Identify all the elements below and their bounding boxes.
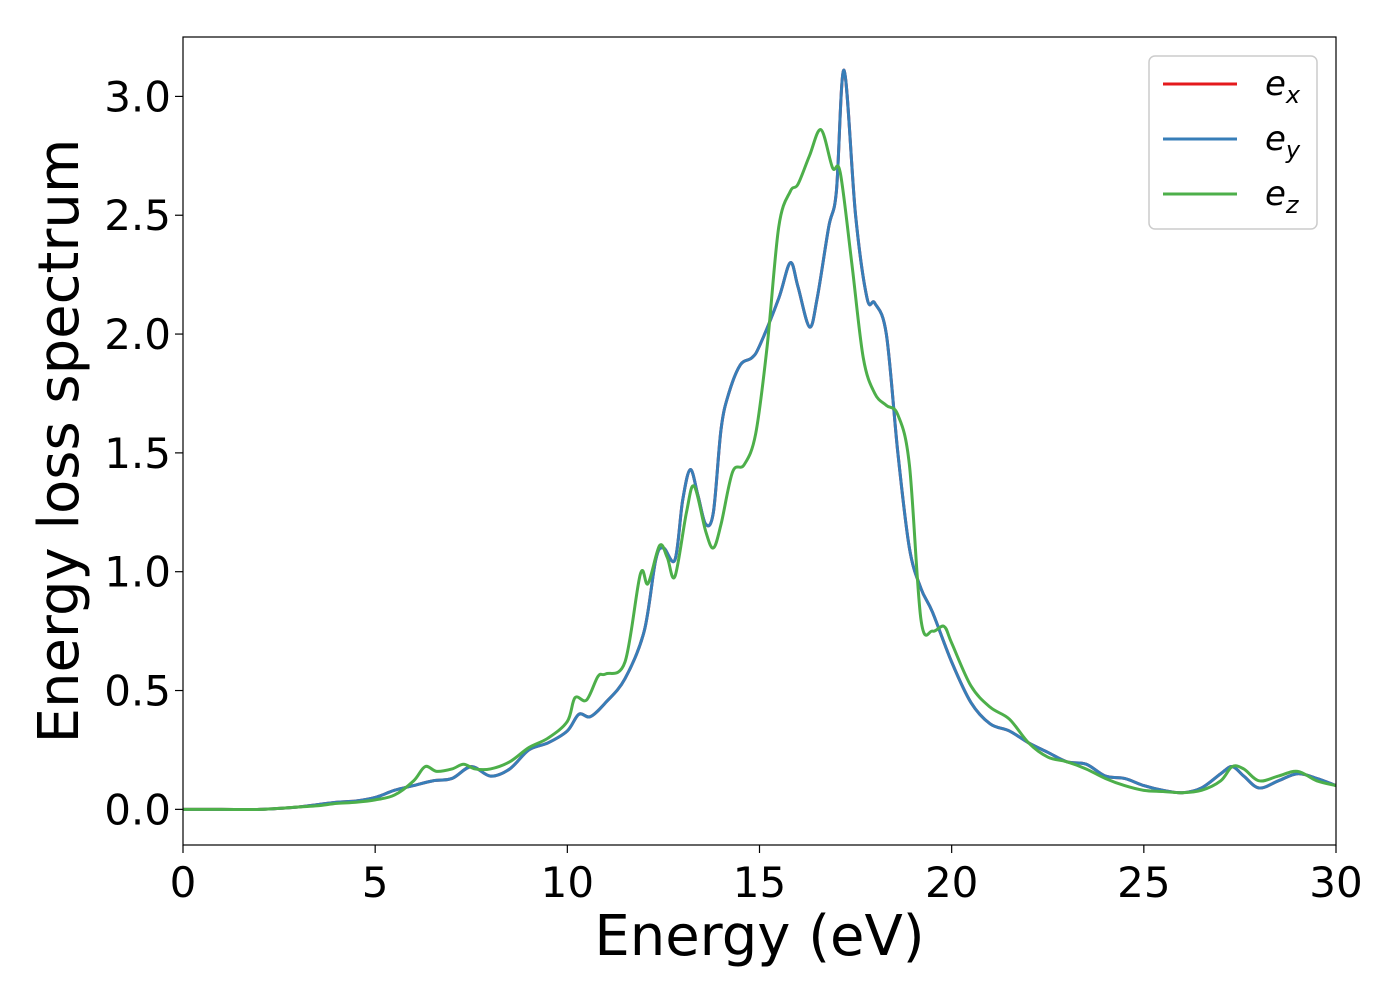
x-tick-label: 5 [362,858,389,907]
x-tick-label: 30 [1309,858,1362,907]
y-tick-label: 2.0 [104,310,171,359]
x-axis-label: Energy (eV) [594,904,924,969]
plot-area [183,68,1336,812]
axes: 0 5 10 15 20 25 30 0.0 0.5 1.0 1.5 2.0 2.5 3.0 [104,36,1363,907]
series-line-z [183,128,1336,812]
x-tick-label: 25 [1117,858,1170,907]
y-tick-label: 3.0 [104,72,171,121]
x-tick-label: 20 [925,858,978,907]
legend-label-x: ex [1265,64,1301,109]
x-tick-label: 10 [541,858,594,907]
legend-label-z: ez [1265,174,1300,219]
y-tick-label: 0.5 [104,667,171,716]
y-tick-label: 1.0 [104,548,171,597]
legend-label-y: ey [1265,119,1301,164]
y-axis-label: Energy loss spectrum [27,139,92,744]
x-tick-label: 0 [170,858,197,907]
y-tick-label: 0.0 [104,785,171,834]
legend-box [1148,55,1318,230]
y-tick-label: 2.5 [104,191,171,240]
y-tick-label: 1.5 [104,429,171,478]
x-tick-label: 15 [733,858,786,907]
legend: ex ey ez [1148,55,1318,230]
